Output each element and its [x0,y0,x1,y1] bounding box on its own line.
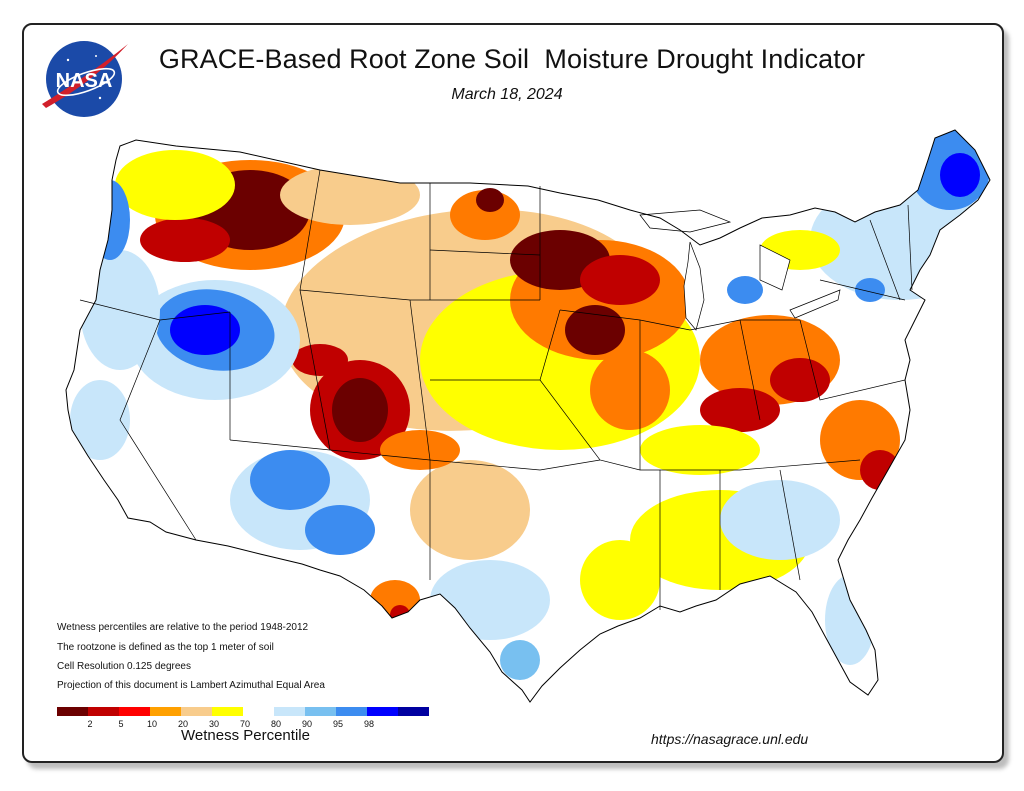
dry-patch [292,344,348,376]
wet-patch [720,480,840,560]
dry-patch [380,430,460,470]
dry-patch [476,188,504,212]
wet-patch [500,640,540,680]
lake-superior [639,209,732,233]
wet-patch [250,450,330,510]
wet-patch [170,305,240,355]
state-border [779,469,801,581]
dry-patch [580,540,660,620]
legend-swatch [367,707,398,716]
map-date: March 18, 2024 [451,86,563,103]
legend-title: Wetness Percentile [181,727,310,744]
source-url[interactable]: https://nasagrace.unl.edu [651,731,809,747]
state-border [409,299,431,461]
dry-patch [332,378,388,442]
legend-swatch [57,707,88,716]
legend-tick: 2 [87,719,93,729]
legend-tick: 95 [332,719,344,729]
wet-patch [940,153,980,197]
wet-patch [855,278,885,302]
legend-tick: 80 [270,719,282,729]
lake-huron [759,244,791,291]
dry-patch [700,388,780,432]
legend-swatch [274,707,305,716]
map-title: GRACE-Based Root Zone Soil Moisture Drou… [158,44,866,74]
dry-patch [640,425,760,475]
legend-tick: 98 [363,719,375,729]
state-border [907,204,913,291]
state-border [299,289,331,451]
dry-patch [115,150,235,220]
legend-swatch [150,707,181,716]
state-border [739,319,761,421]
legend-swatch [119,707,150,716]
note-baseline-period: Wetness percentiles are relative to the … [57,622,309,633]
dry-patch [565,305,625,355]
state-border [869,219,901,301]
legend-swatch [88,707,119,716]
wet-patch [825,575,875,665]
legend-tick: 70 [239,719,251,729]
legend-tick: 5 [118,719,124,729]
state-border [799,319,906,401]
note-projection: Projection of this document is Lambert A… [57,680,325,691]
legend-swatch [305,707,336,716]
state-borders [65,129,991,703]
dry-patch [140,218,230,262]
dry-patch [580,255,660,305]
note-cell-resolution: Cell Resolution 0.125 degrees [57,661,191,672]
state-border [299,169,321,291]
note-rootzone: The rootzone is defined as the top 1 met… [57,642,274,653]
state-border [819,279,906,301]
legend-swatch [212,707,243,716]
dry-patch [770,358,830,402]
wet-patch [90,180,130,260]
state-border [429,249,541,256]
legend-swatch [181,707,212,716]
state-border [119,319,197,541]
nasa-logo: NASA [42,41,128,117]
svg-text:NASA: NASA [56,70,113,92]
legend-tick: 10 [146,719,158,729]
legend-swatch [243,707,274,716]
dry-patch [280,165,420,225]
legend-swatch [398,707,429,716]
legend-swatch [336,707,367,716]
wet-patch [430,560,550,640]
wet-patch [305,505,375,555]
state-border [640,459,861,471]
wet-patch [727,276,763,304]
lake-michigan [683,241,705,331]
dry-patch [590,350,670,430]
legend-tick: 90 [301,719,313,729]
legend-tick: 30 [208,719,220,729]
wet-patch [70,380,130,460]
state-border [429,459,601,471]
lake-erie [789,289,841,319]
legend-tick: 20 [177,719,189,729]
dry-patch [410,460,530,560]
